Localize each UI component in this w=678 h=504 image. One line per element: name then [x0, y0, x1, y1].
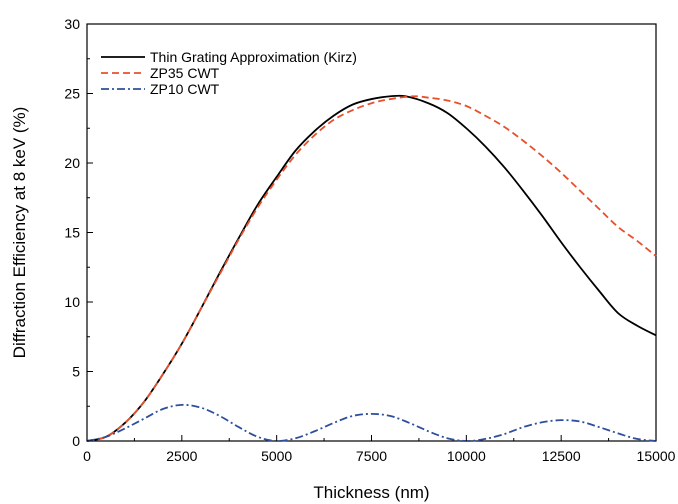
y-tick-label: 25: [64, 86, 80, 102]
legend-label: ZP10 CWT: [150, 81, 220, 97]
x-tick-label: 12500: [542, 448, 581, 464]
y-tick-label: 5: [72, 364, 80, 380]
legend: Thin Grating Approximation (Kirz)ZP35 CW…: [101, 49, 357, 97]
y-tick-label: 15: [64, 225, 80, 241]
series-line-2: [86, 95, 657, 442]
legend-label: ZP35 CWT: [150, 65, 220, 81]
y-tick-label: 30: [64, 16, 80, 32]
y-tick-label: 10: [64, 294, 80, 310]
y-tick-label: 0: [72, 433, 80, 449]
series-line-1: [86, 94, 657, 442]
x-tick-label: 15000: [637, 448, 676, 464]
y-axis-title: Diffraction Efficiency at 8 keV (%): [10, 107, 29, 359]
x-tick-label: 7500: [356, 448, 387, 464]
x-tick-label: 2500: [166, 448, 197, 464]
x-tick-label: 0: [83, 448, 91, 464]
legend-label: Thin Grating Approximation (Kirz): [150, 49, 357, 65]
x-tick-label: 10000: [447, 448, 486, 464]
x-axis: 0 2500 5000 7500 10000 12500 15000: [83, 435, 676, 464]
y-tick-label: 20: [64, 155, 80, 171]
x-axis-title: Thickness (nm): [313, 483, 429, 502]
series-layer: [86, 94, 657, 442]
x-tick-label: 5000: [261, 448, 292, 464]
y-axis: 0 5 10 15 20 25 30: [64, 16, 93, 449]
series-line-3: [86, 403, 657, 442]
